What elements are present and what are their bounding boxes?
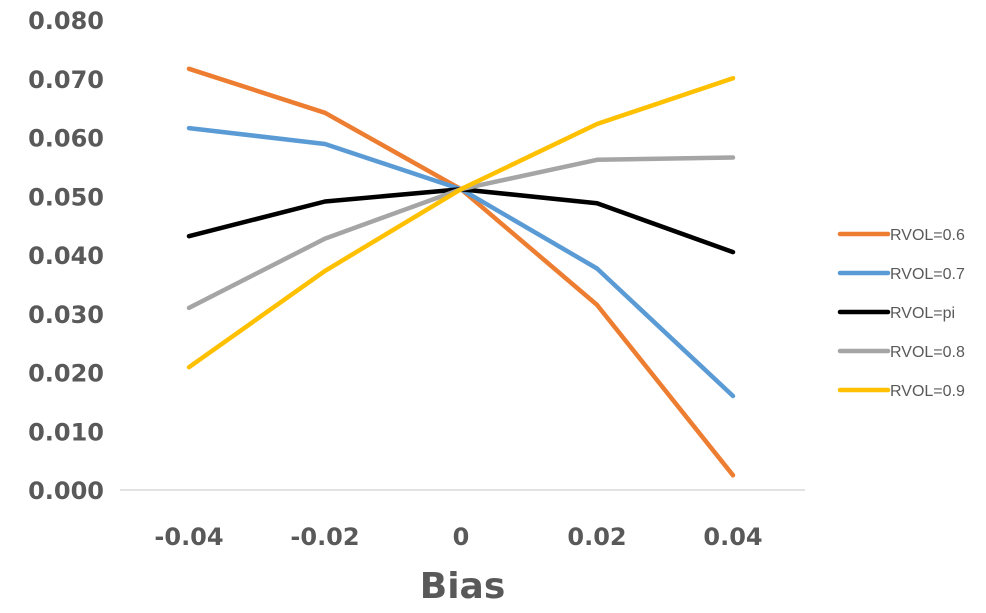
y-tick-label: 0.040: [28, 242, 104, 270]
legend-item: RVOL=0.6: [837, 227, 965, 244]
y-tick-label: 0.070: [28, 66, 104, 94]
legend-item: RVOL=0.8: [837, 344, 965, 361]
y-tick-label: 0.030: [28, 301, 104, 329]
x-tick-label: 0.04: [703, 523, 762, 551]
legend-label: RVOL=0.7: [890, 266, 965, 283]
y-tick-label: 0.010: [28, 418, 104, 446]
y-tick-label: 0.060: [28, 125, 104, 153]
x-tick-label: -0.02: [290, 523, 359, 551]
series-line-rvol-pi: [186, 186, 736, 255]
series-line-rvol-0-6: [186, 66, 736, 478]
x-tick-label: 0: [453, 523, 470, 551]
y-tick-label: 0.050: [28, 183, 104, 211]
legend-label: RVOL=0.6: [890, 227, 965, 244]
y-tick-label: 0.080: [28, 7, 104, 35]
y-tick-label: 0.020: [28, 360, 104, 388]
legend-item: RVOL=pi: [837, 305, 955, 322]
y-axis-tick-labels: 0.000 0.010 0.020 0.030 0.040 0.050 0.060 0.070…: [28, 7, 104, 505]
series-lines: [186, 66, 736, 478]
legend: RVOL=0.6 RVOL=0.7 RVOL=pi RVOL=0.8 RVOL=0.9: [837, 227, 965, 400]
legend-item: RVOL=0.7: [837, 266, 965, 283]
series-line-rvol-0-8: [186, 155, 736, 311]
x-axis-tick-labels: -0.04 -0.02 0 0.02 0.04: [154, 523, 762, 551]
legend-label: RVOL=pi: [890, 305, 955, 322]
x-tick-label: -0.04: [154, 523, 223, 551]
legend-item: RVOL=0.9: [837, 383, 965, 400]
series-line-rvol-0-9: [186, 75, 736, 370]
legend-label: RVOL=0.8: [890, 344, 965, 361]
legend-label: RVOL=0.9: [890, 383, 965, 400]
x-tick-label: 0.02: [567, 523, 626, 551]
series-line-rvol-0-7: [186, 125, 736, 399]
x-axis-title: Bias: [420, 566, 506, 607]
y-tick-label: 0.000: [28, 477, 104, 505]
